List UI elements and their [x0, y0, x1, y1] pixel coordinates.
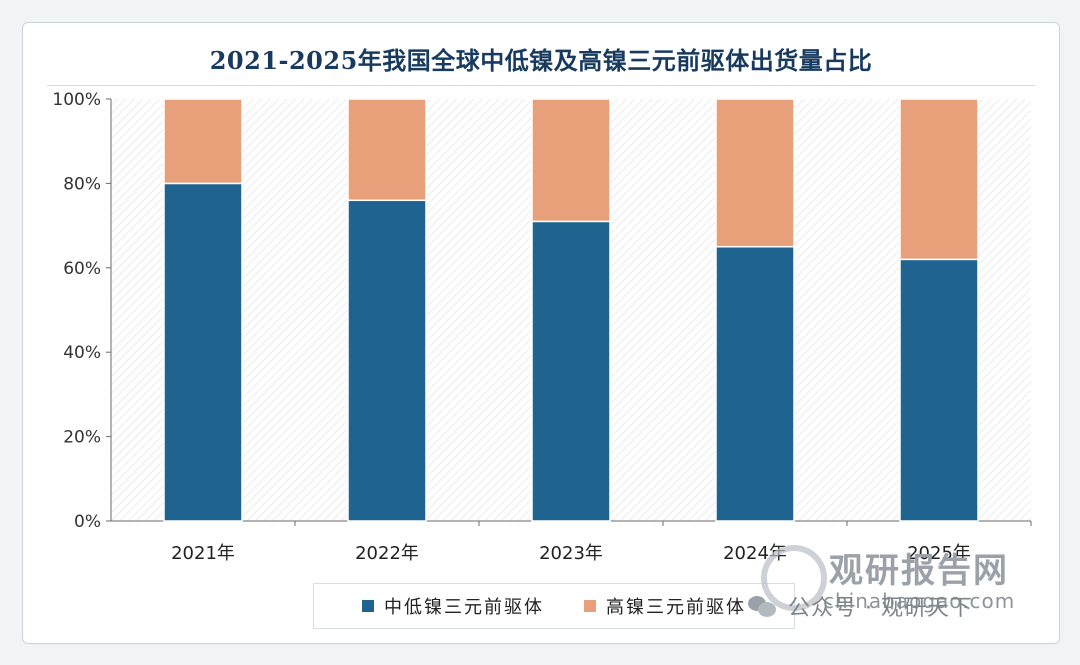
chart-legend: 中低镍三元前驱体 高镍三元前驱体	[313, 583, 795, 629]
title-divider	[47, 85, 1035, 86]
chart-title: 2021-2025年我国全球中低镍及高镍三元前驱体出货量占比	[209, 46, 873, 75]
legend-swatch-series-2	[584, 600, 596, 612]
bar-2-2	[347, 98, 427, 202]
x-tick-label: 2021年	[171, 543, 235, 564]
wechat-account-name: 公众号 · 观研天下	[788, 596, 973, 621]
legend-label-series-1: 中低镍三元前驱体	[384, 597, 544, 618]
x-tick-label: 2022年	[355, 543, 419, 564]
y-tick-label: 100%	[52, 90, 101, 110]
y-tick-label: 40%	[63, 343, 101, 363]
wechat-account: 公众号 · 观研天下	[748, 590, 973, 622]
bar-1-5	[899, 258, 979, 522]
bar-2-5	[899, 98, 979, 261]
legend-label-series-2: 高镍三元前驱体	[606, 597, 746, 618]
wechat-icon	[748, 594, 778, 618]
bar-2-1	[163, 98, 243, 185]
chart-card: 2021-2025年我国全球中低镍及高镍三元前驱体出货量占比 观研报告网 chi…	[22, 22, 1060, 644]
x-tick-label: 2023年	[539, 543, 603, 564]
bar-2-4	[715, 98, 795, 248]
legend-swatch-series-1	[362, 600, 374, 612]
y-tick-label: 80%	[63, 174, 101, 194]
y-tick-label: 60%	[63, 259, 101, 279]
bar-1-4	[715, 245, 795, 522]
legend-item-series-2: 高镍三元前驱体	[584, 593, 746, 619]
y-tick-label: 0%	[74, 512, 101, 532]
legend-item-series-1: 中低镍三元前驱体	[362, 593, 544, 619]
bar-2-3	[531, 98, 611, 223]
y-tick-label: 20%	[63, 428, 101, 448]
corner-logo-icon	[761, 545, 827, 611]
bar-1-3	[531, 220, 611, 522]
bar-chart: 0%20%40%60%80%100% 2021年 2022年 2023年 2024年 2…	[52, 90, 1032, 564]
bar-1-1	[163, 182, 243, 522]
bar-1-2	[347, 199, 427, 522]
x-tick-label: 2025年	[907, 543, 971, 564]
